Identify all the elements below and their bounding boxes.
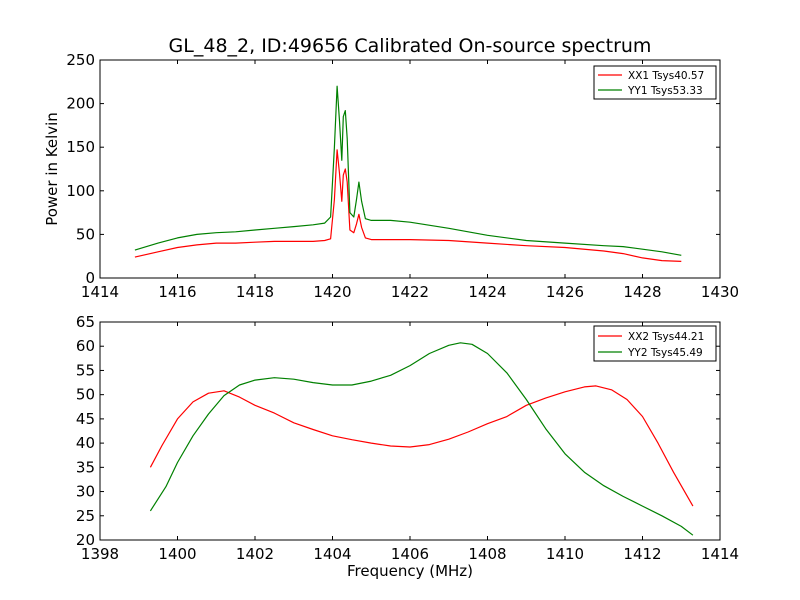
bottom-x-tick-label: 1414 [701, 545, 739, 563]
top-y-tick-label: 200 [66, 95, 95, 113]
bottom-y-tick-label: 20 [76, 531, 95, 549]
bottom-y-tick-label: 50 [76, 386, 95, 404]
top-y-tick-label: 0 [85, 269, 95, 287]
top-x-tick-label: 1424 [468, 283, 506, 301]
bottom-x-tick-label: 1412 [623, 545, 661, 563]
figure-title: GL_48_2, ID:49656 Calibrated On-source s… [169, 35, 652, 57]
bottom-x-tick-label: 1398 [81, 545, 119, 563]
bottom-legend-label-2: YY2 Tsys45.49 [627, 347, 703, 359]
bottom-ticks-layer: 1398 1400 1402 1404 1406 1408 1410 1412 1414 20 25… [76, 313, 739, 563]
top-legend: XX1 Tsys40.57 YY1 Tsys53.33 [593, 65, 717, 100]
bottom-y-tick-label: 60 [76, 337, 95, 355]
top-axes: 1414 1416 1418 1420 1422 1424 1426 1428 1430 0 50 1… [43, 51, 739, 301]
bottom-series-line-1 [149, 385, 694, 507]
top-x-tick-label: 1430 [701, 283, 739, 301]
top-x-tick-label: 1414 [81, 283, 119, 301]
top-y-tick-label: 100 [66, 182, 95, 200]
bottom-legend: XX2 Tsys44.21 YY2 Tsys45.49 [593, 325, 717, 362]
top-y-axis-label: Power in Kelvin [43, 112, 61, 226]
top-y-tick-label: 50 [76, 225, 95, 243]
top-y-tick-label: 250 [66, 51, 95, 69]
bottom-y-tick-label: 65 [76, 313, 95, 331]
bottom-x-tick-label: 1408 [468, 545, 506, 563]
bottom-x-axis-label: Frequency (MHz) [347, 562, 473, 580]
bottom-legend-box [593, 325, 717, 362]
top-series-layer [134, 85, 682, 262]
bottom-y-tick-label: 55 [76, 361, 95, 379]
top-x-tick-label: 1418 [236, 283, 274, 301]
bottom-x-tick-label: 1406 [391, 545, 429, 563]
top-series-line-2 [134, 85, 682, 256]
top-x-tick-label: 1420 [313, 283, 351, 301]
bottom-series-line-2 [149, 342, 694, 536]
top-x-tick-label: 1422 [391, 283, 429, 301]
top-legend-label-1: XX1 Tsys40.57 [628, 70, 704, 82]
top-x-tick-label: 1428 [623, 283, 661, 301]
bottom-x-tick-label: 1404 [313, 545, 351, 563]
top-series-line-1 [134, 149, 682, 262]
bottom-y-tick-label: 30 [76, 483, 95, 501]
bottom-x-tick-label: 1400 [158, 545, 196, 563]
bottom-y-tick-label: 25 [76, 507, 95, 525]
bottom-axes: 1398 1400 1402 1404 1406 1408 1410 1412 1414 20 25… [76, 313, 739, 580]
bottom-series-layer [149, 342, 694, 536]
top-legend-box [593, 65, 717, 100]
top-y-tick-label: 150 [66, 138, 95, 156]
bottom-x-tick-label: 1402 [236, 545, 274, 563]
bottom-y-tick-label: 40 [76, 434, 95, 452]
bottom-y-tick-label: 45 [76, 410, 95, 428]
bottom-x-tick-label: 1410 [546, 545, 584, 563]
top-x-tick-label: 1416 [158, 283, 196, 301]
bottom-legend-label-1: XX2 Tsys44.21 [628, 331, 704, 343]
top-x-tick-label: 1426 [546, 283, 584, 301]
bottom-y-tick-label: 35 [76, 458, 95, 476]
top-ticks-layer: 1414 1416 1418 1420 1422 1424 1426 1428 1430 0 50 1… [66, 51, 739, 301]
top-legend-label-2: YY1 Tsys53.33 [627, 85, 703, 97]
